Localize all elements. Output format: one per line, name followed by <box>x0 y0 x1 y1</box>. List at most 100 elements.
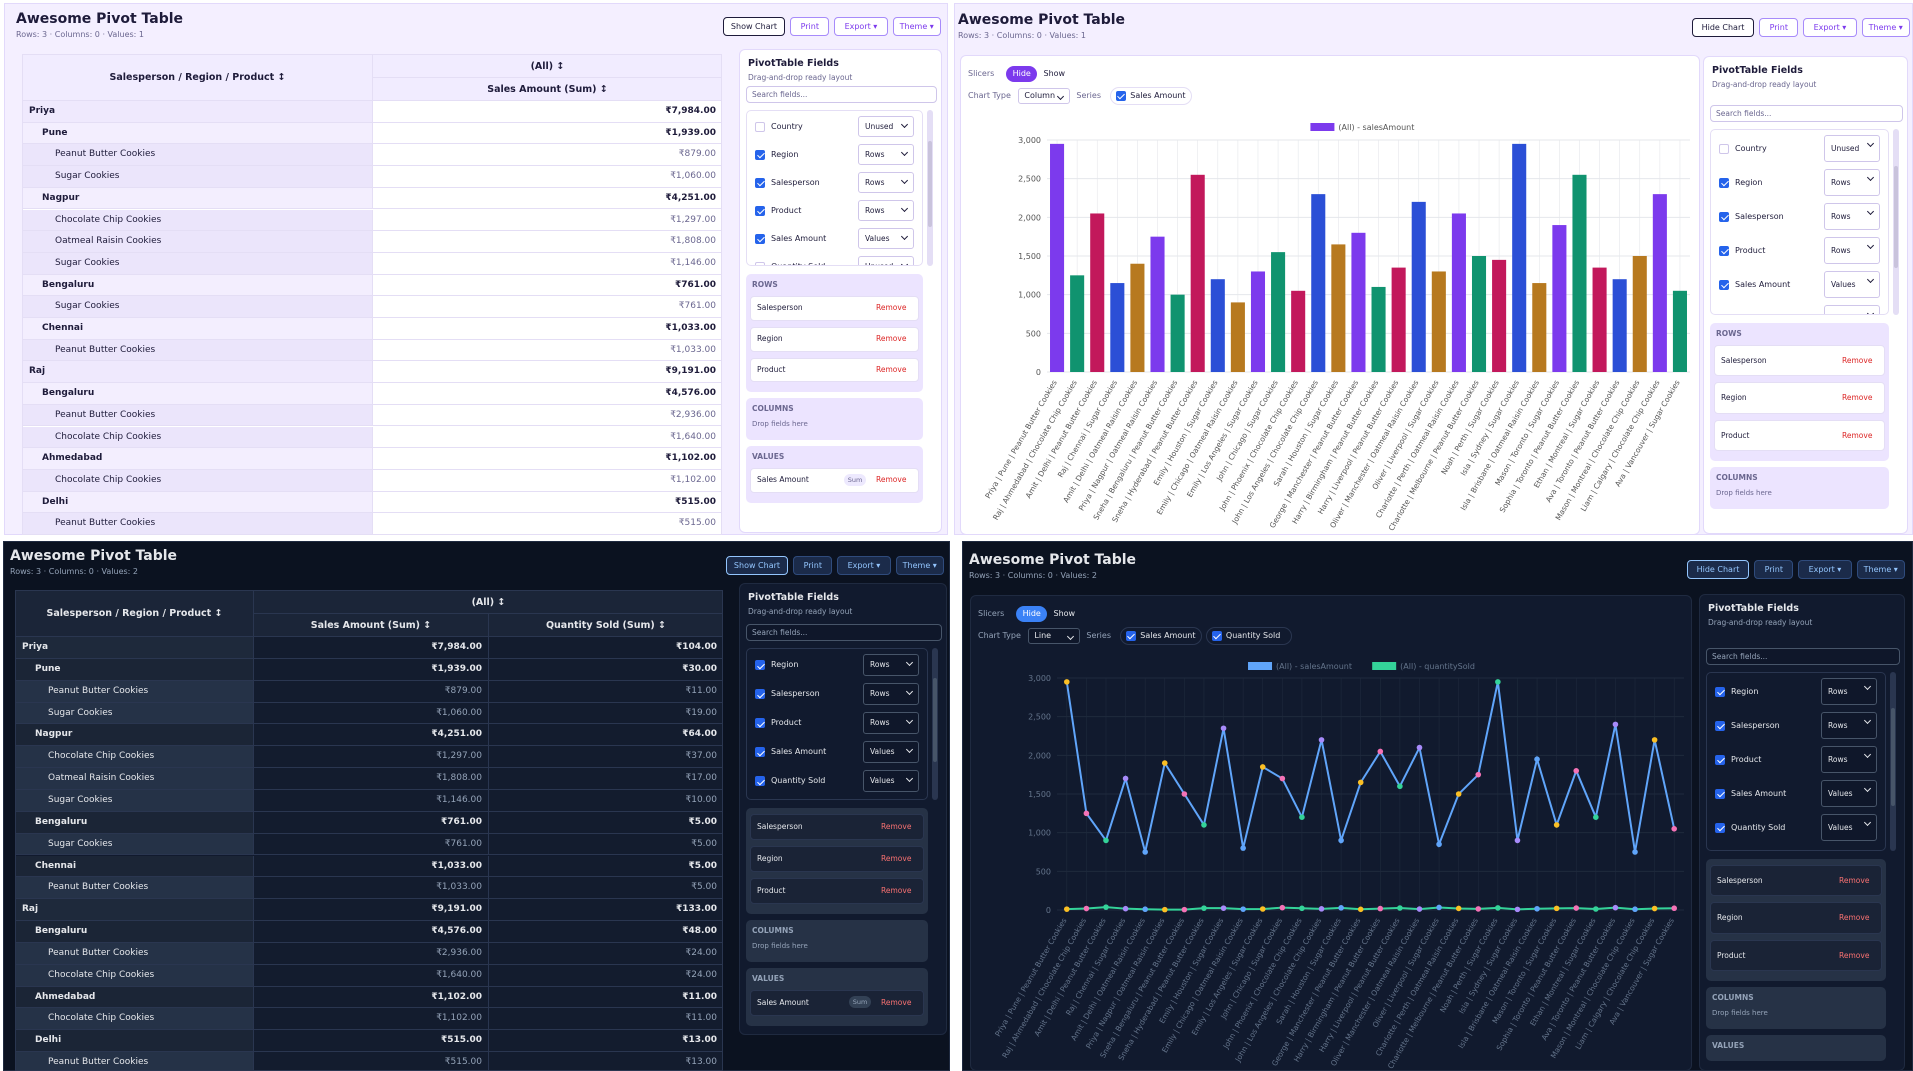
field-checkbox[interactable] <box>755 205 765 216</box>
toolbar-button[interactable]: Print <box>790 17 830 36</box>
field-checkbox[interactable] <box>755 149 765 160</box>
field-search[interactable]: Search fields... <box>1706 648 1900 665</box>
field-checkbox[interactable] <box>1715 788 1725 799</box>
remove-button[interactable]: Remove <box>1839 913 1870 923</box>
toolbar-button[interactable]: Theme ▾ <box>895 556 944 575</box>
field-checkbox[interactable] <box>755 261 765 265</box>
hide-toggle[interactable]: Hide <box>1006 66 1038 82</box>
area-select[interactable]: Rows <box>858 172 914 193</box>
remove-button[interactable]: Remove <box>876 475 907 485</box>
field-checkbox[interactable] <box>755 776 765 786</box>
field-checkbox[interactable] <box>755 177 765 188</box>
field-checkbox[interactable] <box>755 718 765 728</box>
zone-item[interactable]: Salesperson Remove <box>1714 345 1885 377</box>
remove-button[interactable]: Remove <box>881 997 912 1007</box>
area-select[interactable]: Values <box>1824 271 1880 298</box>
area-select[interactable]: Unused <box>1824 305 1880 314</box>
zone-item[interactable]: Product Remove <box>1714 419 1885 452</box>
zone-item[interactable]: Salesperson Remove <box>1710 865 1882 897</box>
field-checkbox[interactable] <box>1719 279 1729 290</box>
area-select[interactable]: Rows <box>863 712 919 734</box>
field-search[interactable]: Search fields... <box>746 86 937 103</box>
field-checkbox[interactable] <box>755 747 765 757</box>
zone-item[interactable]: Product Remove <box>750 357 919 383</box>
area-select[interactable]: Rows <box>1824 237 1880 264</box>
field-checkbox[interactable] <box>755 121 765 132</box>
toolbar-button[interactable]: Print <box>1759 18 1799 37</box>
field-checkbox[interactable] <box>755 660 765 670</box>
zone-item[interactable]: Product Remove <box>1710 939 1882 972</box>
zone-item[interactable]: Salesperson Remove <box>750 814 924 840</box>
field-checkbox[interactable] <box>1719 177 1729 188</box>
toolbar-button[interactable]: Export ▾ <box>1798 560 1852 579</box>
series-checkbox[interactable] <box>1116 91 1127 101</box>
toolbar-button[interactable]: Export ▾ <box>1803 18 1857 37</box>
chart-type-select[interactable]: Line <box>1028 628 1081 644</box>
area-select[interactable]: Unused <box>1824 135 1880 162</box>
series-toggle[interactable]: Quantity Sold <box>1205 627 1293 645</box>
field-search[interactable]: Search fields... <box>1710 105 1903 122</box>
zone-item[interactable]: Region Remove <box>1714 382 1885 414</box>
field-checkbox[interactable] <box>1719 143 1729 154</box>
field-checkbox[interactable] <box>1719 313 1729 314</box>
remove-button[interactable]: Remove <box>881 853 912 863</box>
remove-button[interactable]: Remove <box>876 364 907 374</box>
area-select[interactable]: Rows <box>858 200 914 221</box>
remove-button[interactable]: Remove <box>1839 876 1870 885</box>
field-checkbox[interactable] <box>1719 211 1729 222</box>
area-select[interactable]: Rows <box>1824 169 1880 196</box>
area-select[interactable]: Rows <box>858 144 914 165</box>
field-checkbox[interactable] <box>755 689 765 699</box>
toolbar-button[interactable]: Hide Chart <box>1691 18 1755 37</box>
remove-button[interactable]: Remove <box>881 885 912 895</box>
toolbar-button[interactable]: Show Chart <box>725 556 789 575</box>
series-toggle[interactable]: Sales Amount <box>1110 87 1192 105</box>
zone-item[interactable]: Sales Amount Sum Remove <box>750 468 919 494</box>
toolbar-button[interactable]: Show Chart <box>722 17 786 36</box>
area-select[interactable]: Rows <box>863 683 919 705</box>
toolbar-button[interactable]: Theme ▾ <box>1861 18 1910 37</box>
toolbar-button[interactable]: Export ▾ <box>834 17 888 36</box>
area-select[interactable]: Values <box>858 228 914 249</box>
show-toggle[interactable]: Show <box>1053 609 1076 618</box>
area-select[interactable]: Values <box>1821 814 1877 841</box>
series-checkbox[interactable] <box>1126 631 1137 641</box>
remove-button[interactable]: Remove <box>1842 393 1873 403</box>
remove-button[interactable]: Remove <box>876 303 907 312</box>
field-checkbox[interactable] <box>1715 822 1725 833</box>
zone-item[interactable]: Product Remove <box>750 877 924 904</box>
zone-item[interactable]: Sales Amount Sum Remove <box>750 989 924 1016</box>
area-select[interactable]: Rows <box>1824 203 1880 230</box>
field-checkbox[interactable] <box>1715 686 1725 697</box>
zone-item[interactable]: Region Remove <box>750 845 924 872</box>
chart-type-select[interactable]: Column <box>1018 88 1071 104</box>
remove-button[interactable]: Remove <box>876 333 907 343</box>
field-checkbox[interactable] <box>1715 754 1725 765</box>
series-toggle[interactable]: Sales Amount <box>1120 627 1202 645</box>
area-select[interactable]: Rows <box>863 654 919 676</box>
toolbar-button[interactable]: Print <box>1754 560 1794 579</box>
area-select[interactable]: Values <box>1821 780 1877 807</box>
field-search[interactable]: Search fields... <box>746 624 942 641</box>
area-select[interactable]: Rows <box>1821 678 1877 705</box>
remove-button[interactable]: Remove <box>1842 430 1873 440</box>
toolbar-button[interactable]: Print <box>793 556 833 575</box>
show-toggle[interactable]: Show <box>1043 69 1066 78</box>
zone-item[interactable]: Salesperson Remove <box>750 296 919 321</box>
zone-item[interactable]: Region Remove <box>750 326 919 352</box>
toolbar-button[interactable]: Hide Chart <box>1686 560 1750 579</box>
toolbar-button[interactable]: Theme ▾ <box>1856 560 1905 579</box>
area-select[interactable]: Rows <box>1821 746 1877 773</box>
area-select[interactable]: Rows <box>1821 712 1877 739</box>
field-checkbox[interactable] <box>755 233 765 244</box>
field-checkbox[interactable] <box>1719 245 1729 256</box>
zone-item[interactable]: Region Remove <box>1710 902 1882 934</box>
field-checkbox[interactable] <box>1715 720 1725 731</box>
toolbar-button[interactable]: Theme ▾ <box>892 17 941 36</box>
toolbar-button[interactable]: Export ▾ <box>837 556 891 575</box>
area-select[interactable]: Unused <box>858 116 914 137</box>
area-select[interactable]: Values <box>863 770 919 792</box>
series-checkbox[interactable] <box>1211 631 1222 641</box>
hide-toggle[interactable]: Hide <box>1016 606 1048 622</box>
area-select[interactable]: Unused <box>858 256 914 265</box>
